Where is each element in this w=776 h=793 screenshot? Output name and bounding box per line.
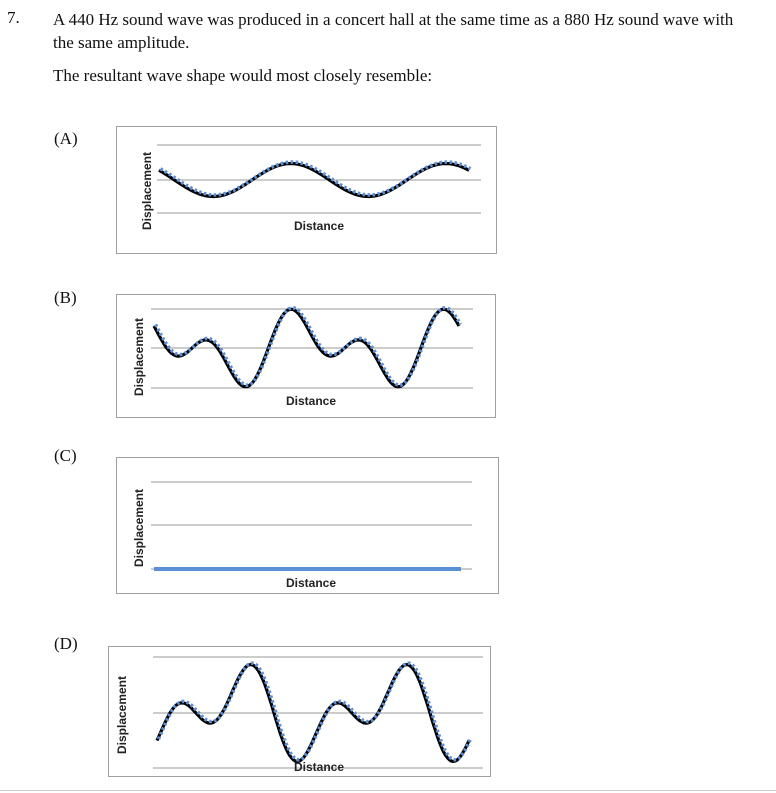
option-d-label: (D) <box>54 634 78 653</box>
option-d-chart: Distance Displacement <box>108 646 491 777</box>
wave-markers <box>159 160 472 197</box>
option-c-plot: Distance Displacement <box>132 481 472 590</box>
option-b-waveform <box>152 306 463 389</box>
option-d-waveform <box>155 661 473 764</box>
question-text: A 440 Hz sound wave was produced in a co… <box>53 10 734 52</box>
y-axis-label: Displacement <box>132 318 146 396</box>
y-axis-label: Displacement <box>140 152 154 230</box>
page-bottom-rule <box>0 790 776 791</box>
wave-markers <box>156 661 473 762</box>
option-b-chart: Distance Displacement <box>116 294 496 418</box>
option-d-plot: Distance Displacement <box>115 656 483 774</box>
option-c-label: (C) <box>54 446 77 465</box>
option-b-label: (B) <box>54 288 77 307</box>
option-c-chart: Distance Displacement <box>116 457 499 594</box>
y-axis-label: Displacement <box>132 489 146 567</box>
y-axis-label: Displacement <box>115 676 129 754</box>
x-axis-label: Distance <box>294 219 344 233</box>
x-axis-label: Distance <box>294 760 344 774</box>
option-b-plot: Distance Displacement <box>132 306 473 408</box>
x-axis-label: Distance <box>286 394 336 408</box>
x-axis-label: Distance <box>286 576 336 590</box>
option-a-label: (A) <box>54 129 78 148</box>
option-a-chart: Distance Displacement <box>116 126 497 254</box>
option-a-waveform <box>158 160 472 199</box>
question-number: 7. <box>7 8 20 27</box>
option-a-plot: Distance Displacement <box>140 144 481 233</box>
question-prompt: The resultant wave shape would most clos… <box>53 66 433 85</box>
wave-markers <box>153 306 463 387</box>
